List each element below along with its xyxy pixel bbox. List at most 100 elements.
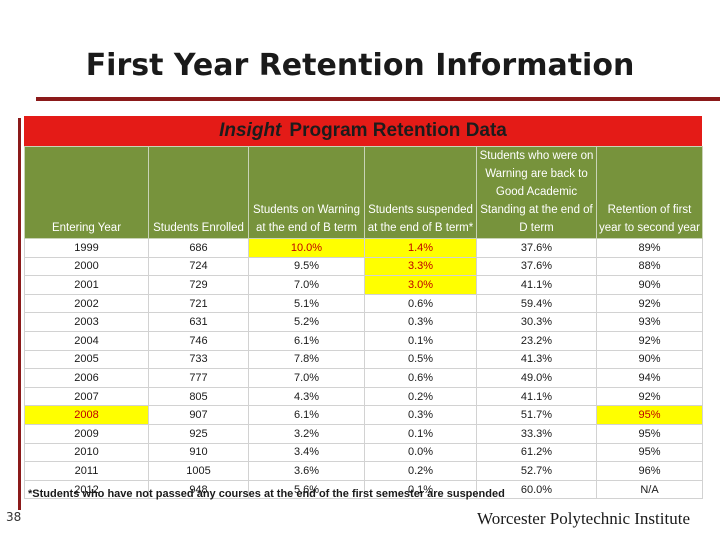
header-students-suspended: Students suspended at the end of B term* <box>364 146 477 239</box>
header-entering-year: Entering Year <box>24 146 149 239</box>
table-body: 1999 686 10.0% 1.4% 37.6% 89% 2000 724 9.5% 3.3% 3… <box>24 238 703 500</box>
cell-entering-year: 2003 <box>24 312 149 332</box>
table-row: 2001 729 7.0% 3.0% 41.1% 90% <box>24 275 703 295</box>
cell-good-standing: 41.1% <box>476 386 597 407</box>
cell-warning: 6.1% <box>248 330 365 351</box>
cell-retention: 96% <box>596 461 703 481</box>
cell-students-enrolled: 721 <box>148 293 249 314</box>
table-row: 2008 907 6.1% 0.3% 51.7% 95% <box>24 405 703 425</box>
panel-title-text: Program Retention Data <box>289 120 507 141</box>
cell-suspended: 0.2% <box>364 386 477 407</box>
cell-retention: N/A <box>596 479 703 500</box>
cell-good-standing: 37.6% <box>476 256 597 277</box>
cell-retention: 94% <box>596 368 703 388</box>
header-students-on-warning: Students on Warning at the end of B term <box>248 146 365 239</box>
cell-students-enrolled: 777 <box>148 368 249 388</box>
cell-warning: 7.0% <box>248 275 365 295</box>
cell-suspended: 3.0% <box>364 275 477 295</box>
header-back-to-good-standing: Students who were on Warning are back to… <box>476 146 597 239</box>
cell-students-enrolled: 925 <box>148 423 249 444</box>
cell-warning: 4.3% <box>248 386 365 407</box>
cell-warning: 10.0% <box>248 238 365 258</box>
cell-good-standing: 52.7% <box>476 461 597 481</box>
cell-warning: 3.4% <box>248 442 365 463</box>
header-retention: Retention of first year to second year <box>596 146 703 239</box>
retention-table: Entering Year Students Enrolled Students… <box>24 146 703 500</box>
table-row: 2007 805 4.3% 0.2% 41.1% 92% <box>24 386 703 407</box>
table-row: 2012 948 5.6% 0.1% 60.0% N/A <box>24 479 703 500</box>
table-row: 1999 686 10.0% 1.4% 37.6% 89% <box>24 238 703 258</box>
table-header-row: Entering Year Students Enrolled Students… <box>24 146 703 239</box>
cell-good-standing: 30.3% <box>476 312 597 332</box>
table-row: 2003 631 5.2% 0.3% 30.3% 93% <box>24 312 703 332</box>
cell-warning: 5.6% <box>248 479 365 500</box>
cell-warning: 5.2% <box>248 312 365 332</box>
cell-suspended: 0.3% <box>364 405 477 425</box>
cell-retention: 90% <box>596 349 703 370</box>
cell-students-enrolled: 746 <box>148 330 249 351</box>
cell-retention: 88% <box>596 256 703 277</box>
page-number: 38 <box>6 510 22 524</box>
cell-entering-year: 2008 <box>24 405 149 425</box>
cell-warning: 3.2% <box>248 423 365 444</box>
retention-data-panel: Insight Program Retention Data Entering … <box>24 116 703 504</box>
cell-retention: 92% <box>596 330 703 351</box>
cell-entering-year: 2001 <box>24 275 149 295</box>
cell-retention: 95% <box>596 423 703 444</box>
cell-retention: 93% <box>596 312 703 332</box>
cell-suspended: 0.3% <box>364 312 477 332</box>
cell-students-enrolled: 733 <box>148 349 249 370</box>
cell-good-standing: 59.4% <box>476 293 597 314</box>
cell-students-enrolled: 1005 <box>148 461 249 481</box>
cell-suspended: 0.0% <box>364 442 477 463</box>
cell-warning: 9.5% <box>248 256 365 277</box>
cell-students-enrolled: 631 <box>148 312 249 332</box>
cell-good-standing: 49.0% <box>476 368 597 388</box>
cell-entering-year: 2010 <box>24 442 149 463</box>
cell-entering-year: 2005 <box>24 349 149 370</box>
cell-good-standing: 60.0% <box>476 479 597 500</box>
cell-entering-year: 2000 <box>24 256 149 277</box>
side-accent-rule <box>18 118 21 510</box>
cell-good-standing: 41.3% <box>476 349 597 370</box>
cell-good-standing: 37.6% <box>476 238 597 258</box>
cell-good-standing: 61.2% <box>476 442 597 463</box>
cell-students-enrolled: 686 <box>148 238 249 258</box>
cell-students-enrolled: 907 <box>148 405 249 425</box>
cell-suspended: 0.5% <box>364 349 477 370</box>
cell-entering-year: 2011 <box>24 461 149 481</box>
cell-students-enrolled: 910 <box>148 442 249 463</box>
cell-retention: 92% <box>596 293 703 314</box>
cell-entering-year: 1999 <box>24 238 149 258</box>
cell-warning: 7.0% <box>248 368 365 388</box>
slide-title: First Year Retention Information <box>85 48 635 83</box>
cell-entering-year: 2009 <box>24 423 149 444</box>
cell-suspended: 0.1% <box>364 330 477 351</box>
institution-name: Worcester Polytechnic Institute <box>477 509 690 528</box>
header-students-enrolled: Students Enrolled <box>148 146 249 239</box>
cell-entering-year: 2002 <box>24 293 149 314</box>
footnote: *Students who have not passed any course… <box>28 488 505 500</box>
cell-warning: 7.8% <box>248 349 365 370</box>
cell-entering-year: 2004 <box>24 330 149 351</box>
cell-students-enrolled: 805 <box>148 386 249 407</box>
cell-entering-year: 2007 <box>24 386 149 407</box>
cell-suspended: 0.6% <box>364 368 477 388</box>
cell-good-standing: 51.7% <box>476 405 597 425</box>
cell-retention: 90% <box>596 275 703 295</box>
cell-retention: 95% <box>596 442 703 463</box>
cell-suspended: 0.1% <box>364 479 477 500</box>
cell-suspended: 0.1% <box>364 423 477 444</box>
cell-suspended: 0.6% <box>364 293 477 314</box>
cell-entering-year: 2012 <box>24 479 149 500</box>
panel-header: Insight Program Retention Data <box>24 116 702 146</box>
table-row: 2011 1005 3.6% 0.2% 52.7% 96% <box>24 461 703 481</box>
cell-suspended: 1.4% <box>364 238 477 258</box>
table-row: 2009 925 3.2% 0.1% 33.3% 95% <box>24 423 703 444</box>
cell-good-standing: 23.2% <box>476 330 597 351</box>
panel-title-program-name: Insight <box>219 120 282 141</box>
table-row: 2002 721 5.1% 0.6% 59.4% 92% <box>24 293 703 314</box>
cell-entering-year: 2006 <box>24 368 149 388</box>
table-row: 2004 746 6.1% 0.1% 23.2% 92% <box>24 330 703 351</box>
cell-good-standing: 41.1% <box>476 275 597 295</box>
